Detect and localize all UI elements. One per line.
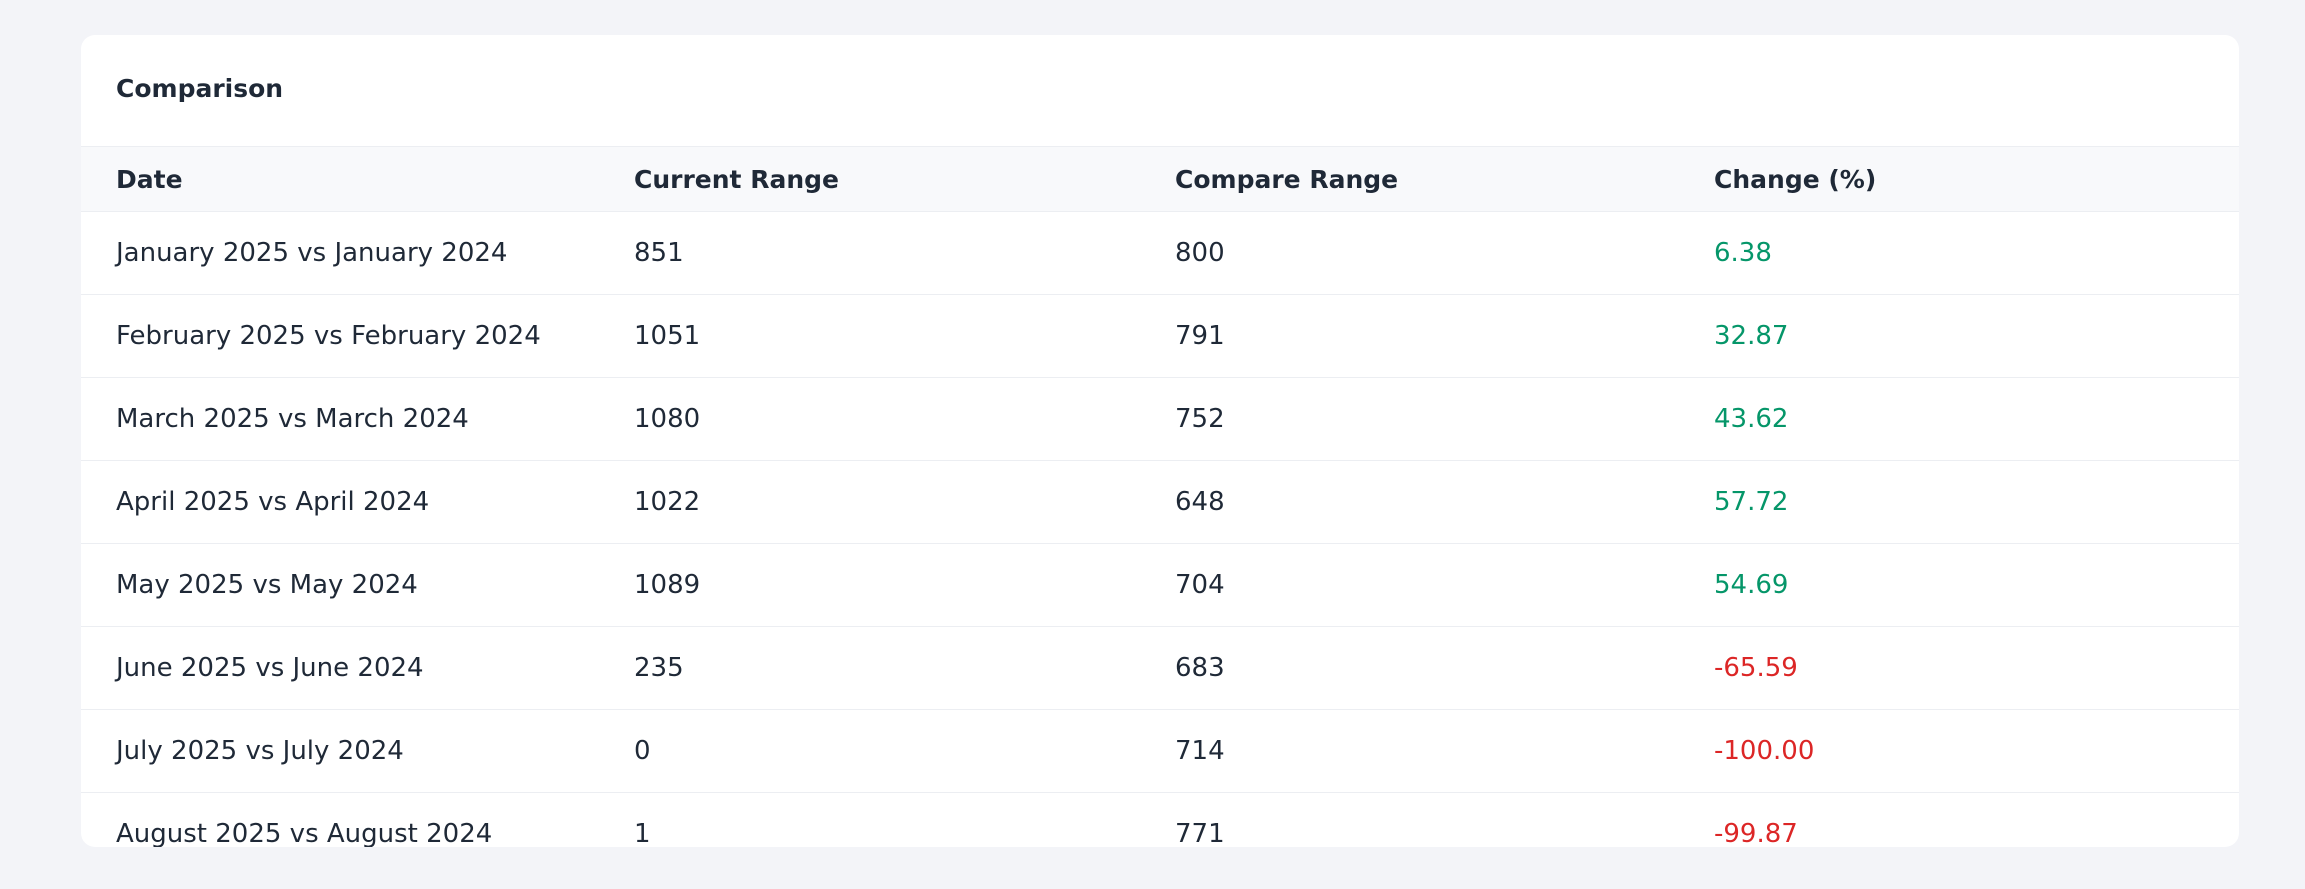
table-cell: -100.00 [1714, 736, 1815, 766]
table-cell: April 2025 vs April 2024 [116, 487, 430, 517]
table-cell: 800 [1175, 238, 1225, 268]
table-header: Date Current Range Compare Range Change (%) [81, 146, 2239, 212]
table-row: August 2025 vs August 2024 1 771 -99.87 [81, 793, 2239, 847]
table-cell: 1051 [634, 321, 701, 351]
table-cell: 57.72 [1714, 487, 1789, 517]
comparison-card: Comparison Date Current Range Compare Rang… [81, 35, 2239, 847]
table-cell: 683 [1175, 653, 1225, 683]
table-cell: January 2025 vs January 2024 [116, 238, 508, 268]
table-cell: 1 [634, 819, 651, 847]
table-row: February 2025 vs February 2024 1051 791 32.… [81, 295, 2239, 378]
table-cell: 752 [1175, 404, 1225, 434]
table-cell: 648 [1175, 487, 1225, 517]
table-row: April 2025 vs April 2024 1022 648 57.72 [81, 461, 2239, 544]
table-cell: July 2025 vs July 2024 [116, 736, 404, 766]
table-cell: February 2025 vs February 2024 [116, 321, 541, 351]
table-cell: 32.87 [1714, 321, 1789, 351]
table-cell: May 2025 vs May 2024 [116, 570, 418, 600]
table-cell: 1022 [634, 487, 701, 517]
table-cell: 714 [1175, 736, 1225, 766]
table-cell: 704 [1175, 570, 1225, 600]
column-header: Date [116, 164, 183, 194]
table-cell: 791 [1175, 321, 1225, 351]
table-cell: -99.87 [1714, 819, 1798, 847]
table-cell: 1089 [634, 570, 701, 600]
table-cell: 0 [634, 736, 651, 766]
table-row: January 2025 vs January 2024 851 800 6.38 [81, 212, 2239, 295]
card-title: Comparison [116, 74, 284, 103]
table-cell: 54.69 [1714, 570, 1789, 600]
table-row: March 2025 vs March 2024 1080 752 43.62 [81, 378, 2239, 461]
column-header: Compare Range [1175, 164, 1399, 194]
table-cell: -65.59 [1714, 653, 1798, 683]
table-cell: 771 [1175, 819, 1225, 847]
table-row: June 2025 vs June 2024 235 683 -65.59 [81, 627, 2239, 710]
table-cell: 43.62 [1714, 404, 1789, 434]
table-cell: June 2025 vs June 2024 [116, 653, 424, 683]
table-cell: March 2025 vs March 2024 [116, 404, 469, 434]
table-cell: 851 [634, 238, 684, 268]
table-cell: 1080 [634, 404, 701, 434]
table-cell: August 2025 vs August 2024 [116, 819, 493, 847]
table-cell: 235 [634, 653, 684, 683]
table-row: July 2025 vs July 2024 0 714 -100.00 [81, 710, 2239, 793]
column-header: Current Range [634, 164, 839, 194]
table-cell: 6.38 [1714, 238, 1772, 268]
column-header: Change (%) [1714, 164, 1877, 194]
table-row: May 2025 vs May 2024 1089 704 54.69 [81, 544, 2239, 627]
